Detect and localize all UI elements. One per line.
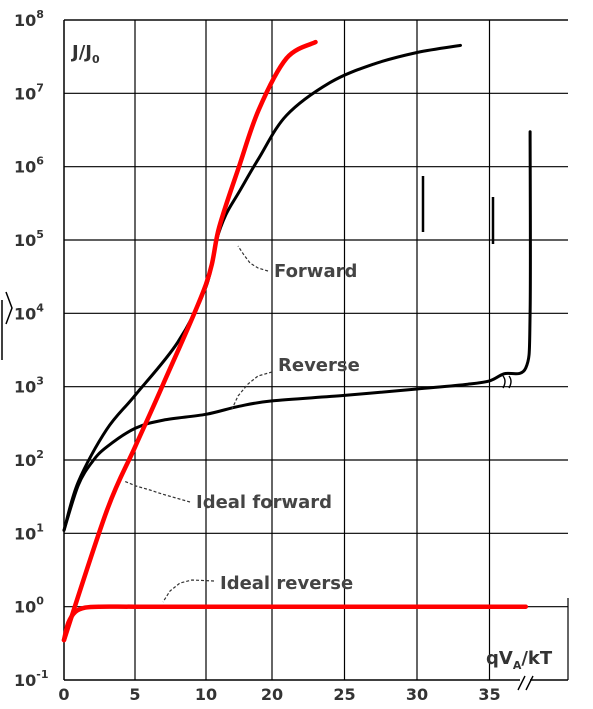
annotation-leader-ideal-reverse — [162, 579, 215, 603]
decorations — [1, 176, 534, 691]
x-tick-label: 5 — [129, 685, 140, 704]
axis-break-marker — [502, 375, 512, 389]
y-tick-label: 106 — [14, 155, 44, 177]
plot-frame — [63, 19, 569, 681]
x-tick-label: 20 — [261, 685, 283, 704]
x-tick-label: 10 — [195, 685, 217, 704]
x-tick-label: 30 — [406, 685, 428, 704]
y-axis-label-main: J/J — [70, 42, 92, 63]
annotation-reverse: Reverse — [278, 355, 360, 376]
y-tick-label: 105 — [14, 228, 44, 250]
series-line-ideal-reverse — [61, 604, 529, 643]
annotation-forward: Forward — [274, 261, 357, 282]
y-tick-label: 104 — [14, 301, 44, 323]
grid — [64, 19, 568, 680]
x-tick-label: 35 — [478, 685, 500, 704]
axis-break-marker — [517, 675, 534, 691]
annotation-leader-reverse — [231, 371, 273, 410]
series-lines — [61, 39, 532, 643]
annotation-leader-ideal-forward — [123, 480, 191, 503]
x-axis-label: qVA/kT — [486, 648, 553, 672]
annotation-ideal-reverse: Ideal reverse — [220, 573, 353, 594]
y-tick-label: 103 — [14, 375, 44, 397]
y-tick-label: 108 — [14, 8, 44, 30]
y-tick-label: 102 — [14, 448, 44, 470]
x-axis-label-post: /kT — [521, 648, 553, 669]
series-line-forward — [62, 43, 462, 532]
x-tick-label: 25 — [333, 685, 355, 704]
x-axis-label-pre: qV — [486, 648, 513, 669]
y-axis-label: J/J0 — [70, 42, 100, 66]
x-tick-label: 0 — [58, 685, 69, 704]
y-tick-label: 10-1 — [14, 668, 49, 690]
y-tick-label: 107 — [14, 81, 44, 103]
series-line-reverse — [62, 130, 532, 532]
y-tick-label: 100 — [14, 595, 44, 617]
cropped-fragment — [1, 291, 13, 360]
y-tick-label: 101 — [14, 521, 44, 543]
annotation-ideal-forward: Ideal forward — [196, 492, 332, 513]
annotation-leader-forward — [237, 245, 269, 272]
x-tick-labels: 0 5 10 20 25 30 35 — [58, 685, 500, 704]
y-tick-labels: 10-1 100 101 102 103 104 105 106 107 108 — [14, 8, 49, 690]
y-axis-label-sub: 0 — [92, 53, 100, 66]
x-axis-label-sub: A — [513, 659, 522, 672]
series-line-ideal-forward — [61, 39, 318, 643]
annotations: Forward Reverse Ideal forward Ideal reverse — [123, 245, 360, 603]
